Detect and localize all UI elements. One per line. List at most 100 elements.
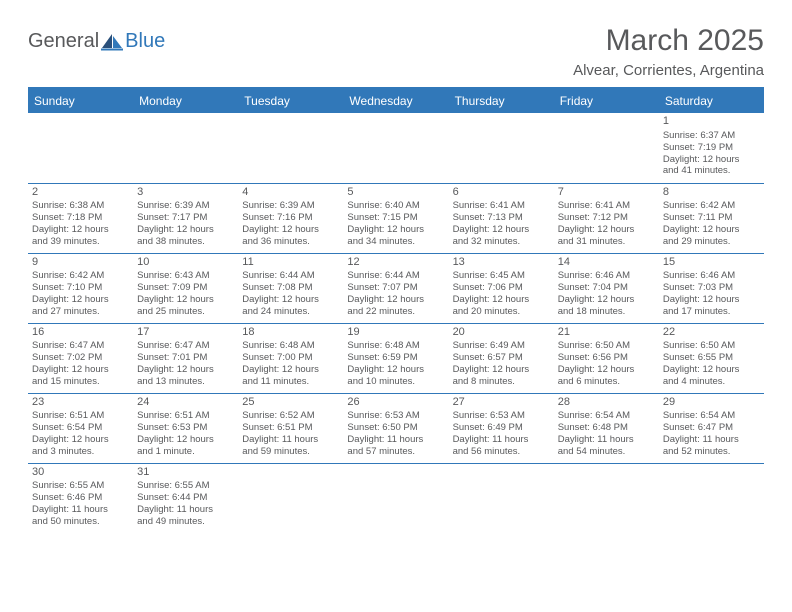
daylight-text: and 52 minutes. [663, 446, 760, 458]
calendar-cell [238, 463, 343, 533]
daylight-text: and 17 minutes. [663, 306, 760, 318]
calendar-cell: 28Sunrise: 6:54 AMSunset: 6:48 PMDayligh… [554, 393, 659, 463]
calendar-cell [659, 463, 764, 533]
sunrise-text: Sunrise: 6:37 AM [663, 130, 760, 142]
day-number: 11 [242, 256, 339, 270]
daylight-text: and 38 minutes. [137, 236, 234, 248]
daylight-text: and 36 minutes. [242, 236, 339, 248]
daylight-text: Daylight: 12 hours [347, 294, 444, 306]
day-number: 31 [137, 466, 234, 480]
day-header: Thursday [449, 89, 554, 113]
day-number: 20 [453, 326, 550, 340]
sunset-text: Sunset: 6:50 PM [347, 422, 444, 434]
sunrise-text: Sunrise: 6:39 AM [137, 200, 234, 212]
sunset-text: Sunset: 7:08 PM [242, 282, 339, 294]
calendar-cell: 3Sunrise: 6:39 AMSunset: 7:17 PMDaylight… [133, 183, 238, 253]
calendar-week: 1Sunrise: 6:37 AMSunset: 7:19 PMDaylight… [28, 113, 764, 183]
daylight-text: Daylight: 12 hours [32, 434, 129, 446]
day-number: 30 [32, 466, 129, 480]
calendar-cell [449, 113, 554, 183]
daylight-text: and 15 minutes. [32, 376, 129, 388]
daylight-text: Daylight: 12 hours [32, 294, 129, 306]
sunrise-text: Sunrise: 6:49 AM [453, 340, 550, 352]
calendar-cell: 15Sunrise: 6:46 AMSunset: 7:03 PMDayligh… [659, 253, 764, 323]
daylight-text: Daylight: 11 hours [137, 504, 234, 516]
calendar-cell: 27Sunrise: 6:53 AMSunset: 6:49 PMDayligh… [449, 393, 554, 463]
day-number: 10 [137, 256, 234, 270]
sunrise-text: Sunrise: 6:51 AM [32, 410, 129, 422]
daylight-text: Daylight: 12 hours [663, 154, 760, 166]
daylight-text: and 20 minutes. [453, 306, 550, 318]
sunset-text: Sunset: 7:16 PM [242, 212, 339, 224]
day-number: 6 [453, 186, 550, 200]
calendar-table: Sunday Monday Tuesday Wednesday Thursday… [28, 89, 764, 533]
sunrise-text: Sunrise: 6:54 AM [558, 410, 655, 422]
calendar-cell: 30Sunrise: 6:55 AMSunset: 6:46 PMDayligh… [28, 463, 133, 533]
day-number: 28 [558, 396, 655, 410]
sunset-text: Sunset: 6:49 PM [453, 422, 550, 434]
day-number: 9 [32, 256, 129, 270]
sunrise-text: Sunrise: 6:40 AM [347, 200, 444, 212]
sunrise-text: Sunrise: 6:51 AM [137, 410, 234, 422]
day-header: Wednesday [343, 89, 448, 113]
calendar-cell [133, 113, 238, 183]
calendar-cell: 14Sunrise: 6:46 AMSunset: 7:04 PMDayligh… [554, 253, 659, 323]
calendar-cell [449, 463, 554, 533]
day-number: 7 [558, 186, 655, 200]
calendar-cell: 9Sunrise: 6:42 AMSunset: 7:10 PMDaylight… [28, 253, 133, 323]
daylight-text: and 13 minutes. [137, 376, 234, 388]
sunrise-text: Sunrise: 6:47 AM [137, 340, 234, 352]
daylight-text: Daylight: 12 hours [242, 224, 339, 236]
sunrise-text: Sunrise: 6:45 AM [453, 270, 550, 282]
daylight-text: Daylight: 12 hours [558, 364, 655, 376]
daylight-text: Daylight: 12 hours [453, 294, 550, 306]
calendar-cell: 19Sunrise: 6:48 AMSunset: 6:59 PMDayligh… [343, 323, 448, 393]
daylight-text: Daylight: 12 hours [453, 224, 550, 236]
daylight-text: Daylight: 12 hours [558, 294, 655, 306]
sunset-text: Sunset: 6:57 PM [453, 352, 550, 364]
sunrise-text: Sunrise: 6:44 AM [242, 270, 339, 282]
day-header: Tuesday [238, 89, 343, 113]
day-number: 4 [242, 186, 339, 200]
calendar-cell: 2Sunrise: 6:38 AMSunset: 7:18 PMDaylight… [28, 183, 133, 253]
daylight-text: Daylight: 12 hours [137, 364, 234, 376]
sunset-text: Sunset: 7:02 PM [32, 352, 129, 364]
day-number: 12 [347, 256, 444, 270]
sunset-text: Sunset: 7:15 PM [347, 212, 444, 224]
sunrise-text: Sunrise: 6:39 AM [242, 200, 339, 212]
brand-general: General [28, 30, 99, 53]
daylight-text: and 25 minutes. [137, 306, 234, 318]
calendar-week: 23Sunrise: 6:51 AMSunset: 6:54 PMDayligh… [28, 393, 764, 463]
daylight-text: and 54 minutes. [558, 446, 655, 458]
sunrise-text: Sunrise: 6:46 AM [663, 270, 760, 282]
daylight-text: and 4 minutes. [663, 376, 760, 388]
day-number: 29 [663, 396, 760, 410]
daylight-text: Daylight: 12 hours [137, 224, 234, 236]
daylight-text: and 49 minutes. [137, 516, 234, 528]
page-title: March 2025 [573, 24, 764, 58]
sunset-text: Sunset: 6:51 PM [242, 422, 339, 434]
sunset-text: Sunset: 6:56 PM [558, 352, 655, 364]
calendar-cell: 16Sunrise: 6:47 AMSunset: 7:02 PMDayligh… [28, 323, 133, 393]
daylight-text: and 8 minutes. [453, 376, 550, 388]
daylight-text: Daylight: 12 hours [242, 294, 339, 306]
day-header: Monday [133, 89, 238, 113]
sunset-text: Sunset: 6:55 PM [663, 352, 760, 364]
day-number: 13 [453, 256, 550, 270]
sunrise-text: Sunrise: 6:48 AM [347, 340, 444, 352]
calendar-cell [238, 113, 343, 183]
calendar-cell: 8Sunrise: 6:42 AMSunset: 7:11 PMDaylight… [659, 183, 764, 253]
daylight-text: and 59 minutes. [242, 446, 339, 458]
daylight-text: Daylight: 12 hours [663, 294, 760, 306]
calendar-cell: 17Sunrise: 6:47 AMSunset: 7:01 PMDayligh… [133, 323, 238, 393]
daylight-text: Daylight: 12 hours [137, 294, 234, 306]
day-number: 15 [663, 256, 760, 270]
calendar-week: 9Sunrise: 6:42 AMSunset: 7:10 PMDaylight… [28, 253, 764, 323]
sunrise-text: Sunrise: 6:55 AM [32, 480, 129, 492]
calendar-cell [343, 463, 448, 533]
day-header-row: Sunday Monday Tuesday Wednesday Thursday… [28, 89, 764, 113]
daylight-text: and 6 minutes. [558, 376, 655, 388]
daylight-text: Daylight: 11 hours [242, 434, 339, 446]
calendar-cell: 4Sunrise: 6:39 AMSunset: 7:16 PMDaylight… [238, 183, 343, 253]
daylight-text: Daylight: 11 hours [663, 434, 760, 446]
